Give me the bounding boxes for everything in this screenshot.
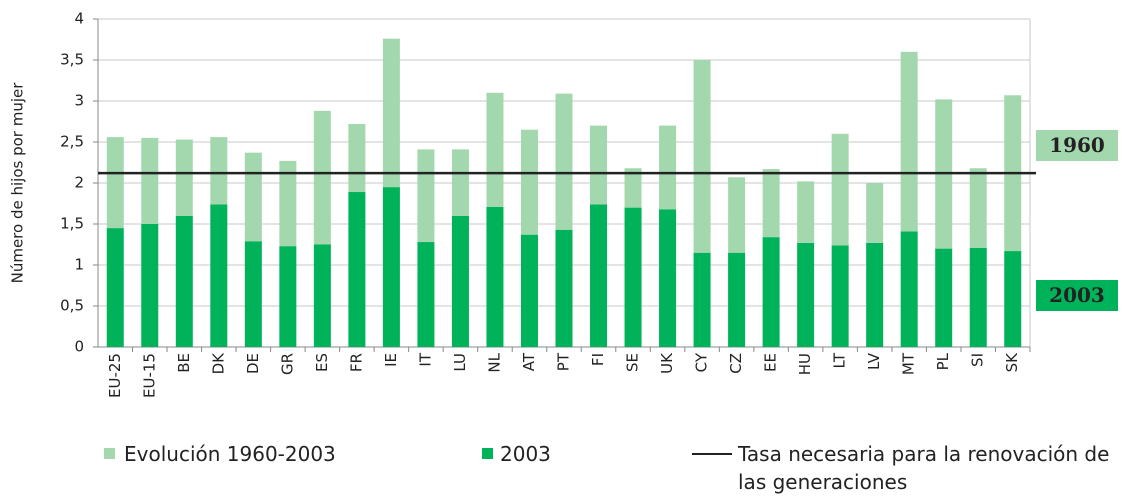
- bar-segment: [175, 215, 193, 347]
- bar-segment: [210, 137, 228, 205]
- bar-segment: [417, 149, 435, 243]
- x-tick-label: CZ: [727, 353, 745, 374]
- bar-segment: [555, 229, 573, 347]
- legend-swatch: [482, 448, 493, 459]
- bar-segment: [486, 92, 504, 207]
- y-tick-label: 3: [74, 92, 84, 110]
- bar-segment: [348, 192, 366, 347]
- x-tick-label: PT: [555, 352, 573, 371]
- x-tick-label: LT: [831, 352, 849, 368]
- bar-segment: [797, 181, 815, 243]
- bar-segment: [382, 38, 400, 188]
- x-tick-label: MT: [900, 352, 918, 375]
- y-tick-label: 0: [74, 338, 84, 356]
- legend-line: [692, 453, 732, 455]
- x-tick-label: NL: [485, 352, 503, 372]
- x-tick-label: SE: [624, 353, 642, 372]
- bar-segment: [1004, 251, 1022, 347]
- x-tick-label: LU: [451, 353, 469, 372]
- x-tick-label: IT: [416, 352, 434, 366]
- y-tick-label: 0,5: [60, 297, 84, 315]
- bar-segment: [831, 133, 849, 246]
- x-tick-label: FR: [347, 353, 365, 372]
- bar-segment: [348, 123, 366, 193]
- bar-segment: [590, 125, 608, 205]
- x-tick-label: EU-25: [106, 353, 124, 398]
- x-tick-label: ES: [313, 353, 331, 372]
- bar-segment: [175, 139, 193, 216]
- legend-label: Tasa necesaria para la renovación de las…: [738, 442, 1110, 494]
- legend-label: 2003: [500, 442, 551, 466]
- bar-segment: [141, 224, 159, 347]
- bar-segment: [624, 168, 642, 208]
- bar-segment: [969, 168, 987, 248]
- bar-segment: [520, 234, 538, 347]
- bar-segment: [106, 228, 124, 347]
- bar-segment: [382, 187, 400, 347]
- bar-segment: [900, 51, 918, 232]
- bar-segment: [659, 125, 677, 210]
- bar-segment: [555, 93, 573, 230]
- legend-label: Evolución 1960-2003: [124, 442, 336, 466]
- x-tick-label: EE: [762, 353, 780, 372]
- x-tick-label: PL: [934, 352, 952, 370]
- bar-segment: [693, 60, 711, 253]
- x-tick-label: DE: [244, 353, 262, 374]
- bar-segment: [728, 252, 746, 347]
- bar-segment: [969, 247, 987, 347]
- bar-segment: [279, 160, 297, 247]
- x-tick-label: AT: [520, 352, 538, 371]
- bar-segment: [210, 204, 228, 347]
- x-tick-label: CY: [693, 352, 711, 372]
- side-label-1960: 1960: [1036, 130, 1118, 161]
- legend-swatch: [104, 448, 115, 459]
- side-label-2003: 2003: [1036, 280, 1118, 311]
- bar-segment: [520, 129, 538, 235]
- bar-segment: [762, 169, 780, 238]
- x-tick-label: GR: [278, 353, 296, 375]
- y-tick-label: 1,5: [60, 215, 84, 233]
- bar-segment: [313, 110, 331, 245]
- y-axis-label: Número de hijos por mujer: [9, 82, 27, 284]
- x-tick-label: EU-15: [140, 353, 158, 398]
- x-tick-label: DK: [209, 352, 227, 375]
- bar-segment: [417, 242, 435, 347]
- bar-segment: [900, 231, 918, 347]
- y-tick-label: 2: [74, 174, 84, 192]
- bar-segment: [451, 215, 469, 347]
- bar-segment: [866, 183, 884, 243]
- bar-segment: [244, 152, 262, 242]
- bar-segment: [659, 209, 677, 347]
- bar-segment: [624, 207, 642, 347]
- y-tick-label: 3,5: [60, 51, 84, 69]
- bar-segment: [141, 137, 159, 224]
- bar-segment: [244, 241, 262, 347]
- bar-segment: [866, 242, 884, 347]
- bar-segment: [279, 246, 297, 347]
- bar-segment: [590, 204, 608, 347]
- bar-segment: [935, 248, 953, 347]
- x-tick-label: SI: [969, 353, 987, 367]
- bar-segment: [762, 237, 780, 347]
- x-tick-label: UK: [658, 352, 676, 374]
- bar-segment: [797, 242, 815, 347]
- y-tick-label: 2,5: [60, 133, 84, 151]
- bar-segment: [831, 245, 849, 347]
- x-tick-label: BE: [175, 353, 193, 373]
- y-tick-label: 4: [74, 10, 84, 28]
- x-tick-label: FI: [589, 353, 607, 366]
- bar-segment: [451, 149, 469, 216]
- x-tick-label: IE: [382, 353, 400, 367]
- x-tick-label: HU: [796, 353, 814, 375]
- x-tick-label: SK: [1003, 352, 1021, 373]
- bar-segment: [693, 252, 711, 347]
- x-tick-label: LV: [865, 352, 883, 370]
- y-tick-label: 1: [74, 256, 84, 274]
- bar-segment: [313, 244, 331, 347]
- bar-segment: [106, 137, 124, 229]
- bar-segment: [728, 177, 746, 253]
- bar-segment: [486, 206, 504, 347]
